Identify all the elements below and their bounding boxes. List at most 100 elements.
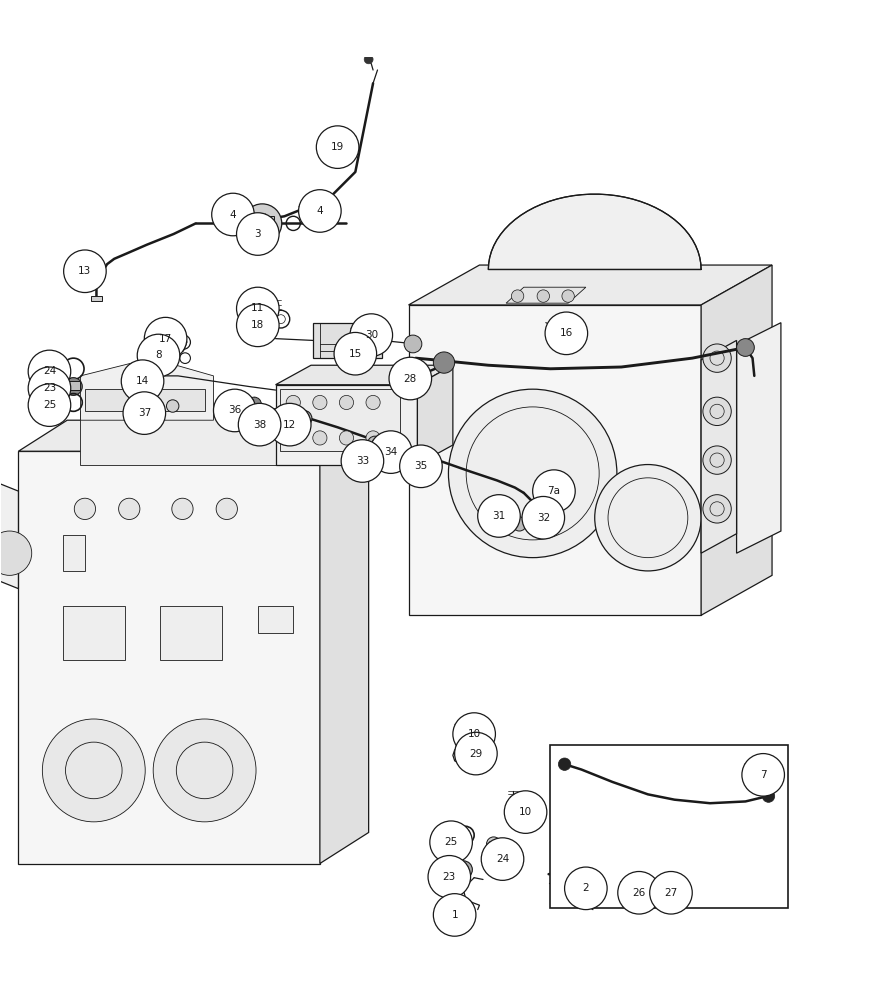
Circle shape bbox=[75, 498, 96, 520]
Circle shape bbox=[28, 350, 71, 393]
Circle shape bbox=[537, 290, 550, 302]
Text: 1: 1 bbox=[451, 910, 458, 920]
Bar bbox=[551, 745, 788, 908]
Circle shape bbox=[166, 400, 178, 412]
Circle shape bbox=[298, 190, 341, 232]
Text: 37: 37 bbox=[138, 408, 151, 418]
Polygon shape bbox=[417, 365, 453, 465]
Bar bbox=[85, 389, 139, 411]
Circle shape bbox=[122, 360, 163, 402]
Polygon shape bbox=[408, 265, 772, 305]
Circle shape bbox=[368, 436, 382, 450]
Circle shape bbox=[0, 531, 32, 575]
Circle shape bbox=[455, 861, 472, 879]
Bar bbox=[161, 606, 222, 660]
Circle shape bbox=[313, 395, 327, 410]
Text: 4: 4 bbox=[316, 206, 323, 216]
Circle shape bbox=[618, 871, 661, 914]
Circle shape bbox=[64, 250, 107, 293]
Text: 25: 25 bbox=[43, 400, 56, 410]
Text: 23: 23 bbox=[443, 872, 456, 882]
Circle shape bbox=[533, 470, 575, 512]
Circle shape bbox=[595, 465, 702, 571]
Bar bbox=[63, 606, 125, 660]
Circle shape bbox=[119, 498, 140, 520]
Text: 10: 10 bbox=[468, 729, 480, 739]
Circle shape bbox=[154, 719, 256, 822]
Circle shape bbox=[138, 334, 179, 377]
Circle shape bbox=[211, 193, 254, 236]
Circle shape bbox=[236, 304, 279, 347]
Circle shape bbox=[624, 881, 637, 894]
Circle shape bbox=[703, 446, 731, 474]
Circle shape bbox=[433, 894, 476, 936]
Text: 16: 16 bbox=[559, 328, 573, 338]
Circle shape bbox=[366, 431, 380, 445]
Circle shape bbox=[341, 440, 384, 482]
Circle shape bbox=[268, 403, 311, 446]
Polygon shape bbox=[0, 482, 19, 589]
Circle shape bbox=[145, 317, 186, 360]
Circle shape bbox=[656, 882, 667, 893]
Text: 13: 13 bbox=[78, 266, 91, 276]
Circle shape bbox=[286, 395, 300, 410]
Polygon shape bbox=[506, 287, 586, 303]
Circle shape bbox=[522, 496, 565, 539]
Text: 32: 32 bbox=[536, 513, 550, 523]
Text: 38: 38 bbox=[253, 420, 266, 430]
Circle shape bbox=[389, 357, 432, 400]
Circle shape bbox=[433, 352, 455, 373]
Circle shape bbox=[43, 719, 146, 822]
Bar bbox=[152, 389, 204, 411]
Polygon shape bbox=[275, 365, 453, 385]
Polygon shape bbox=[488, 194, 702, 269]
Polygon shape bbox=[81, 358, 213, 420]
Polygon shape bbox=[91, 296, 102, 301]
Circle shape bbox=[316, 126, 359, 168]
Circle shape bbox=[545, 312, 588, 355]
Circle shape bbox=[339, 395, 353, 410]
Text: 36: 36 bbox=[228, 405, 242, 415]
Circle shape bbox=[481, 838, 524, 880]
Text: 2: 2 bbox=[583, 883, 589, 893]
Circle shape bbox=[565, 867, 607, 910]
Circle shape bbox=[28, 384, 71, 426]
Circle shape bbox=[512, 517, 527, 531]
Text: 33: 33 bbox=[356, 456, 369, 466]
Circle shape bbox=[703, 344, 731, 372]
Text: 14: 14 bbox=[136, 376, 149, 386]
Circle shape bbox=[247, 397, 261, 411]
Circle shape bbox=[650, 871, 693, 914]
Polygon shape bbox=[81, 411, 302, 465]
Text: 7a: 7a bbox=[547, 486, 560, 496]
Circle shape bbox=[453, 713, 496, 755]
Circle shape bbox=[504, 791, 547, 833]
Text: 7: 7 bbox=[760, 770, 766, 780]
Circle shape bbox=[216, 498, 237, 520]
Circle shape bbox=[238, 403, 281, 446]
Circle shape bbox=[267, 409, 280, 421]
Polygon shape bbox=[702, 265, 772, 615]
Text: 24: 24 bbox=[496, 854, 509, 864]
Text: 15: 15 bbox=[349, 349, 362, 359]
Circle shape bbox=[405, 371, 419, 386]
Circle shape bbox=[213, 389, 256, 432]
Text: 29: 29 bbox=[469, 749, 482, 759]
Polygon shape bbox=[408, 305, 702, 615]
Text: 3: 3 bbox=[255, 229, 261, 239]
Circle shape bbox=[741, 754, 784, 796]
Circle shape bbox=[562, 290, 575, 302]
Circle shape bbox=[428, 856, 471, 898]
Circle shape bbox=[400, 445, 442, 488]
Circle shape bbox=[65, 378, 83, 395]
Bar bbox=[258, 606, 293, 633]
Polygon shape bbox=[702, 340, 736, 553]
Text: 25: 25 bbox=[445, 837, 457, 847]
Circle shape bbox=[448, 389, 617, 558]
Polygon shape bbox=[280, 389, 400, 451]
Circle shape bbox=[651, 877, 672, 898]
Polygon shape bbox=[67, 381, 81, 390]
Text: 18: 18 bbox=[251, 320, 265, 330]
Bar bbox=[63, 535, 85, 571]
Text: 23: 23 bbox=[43, 383, 56, 393]
